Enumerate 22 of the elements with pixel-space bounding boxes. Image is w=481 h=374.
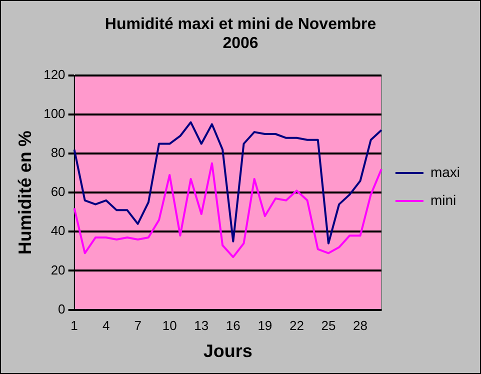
x-tick-label: 13	[194, 318, 209, 334]
y-tick-label: 20	[50, 262, 66, 278]
x-tick-label: 19	[258, 318, 272, 334]
x-tick-label: 4	[102, 318, 110, 334]
x-tick-label: 1	[70, 318, 78, 334]
y-axis-title: Humidité en %	[14, 130, 35, 255]
y-tick-label: 80	[50, 145, 66, 160]
y-tick-label: 0	[58, 301, 66, 316]
legend-label: maxi	[430, 164, 460, 180]
chart-title: Humidité maxi et mini de Novembre 2006	[104, 16, 376, 52]
y-tick-label: 120	[44, 66, 66, 82]
x-tick-label: 10	[162, 318, 177, 334]
legend-label: mini	[430, 192, 456, 208]
y-tick-label: 100	[44, 106, 66, 122]
y-tick-label: 60	[50, 184, 66, 200]
x-tick-label: 22	[289, 318, 304, 334]
x-tick-label: 25	[321, 318, 336, 334]
x-tick-label: 7	[134, 318, 142, 334]
y-tick-label: 40	[50, 223, 66, 238]
x-axis-title: Jours	[203, 341, 252, 362]
x-tick-label: 16	[226, 318, 240, 334]
x-tick-label: 28	[353, 318, 368, 334]
